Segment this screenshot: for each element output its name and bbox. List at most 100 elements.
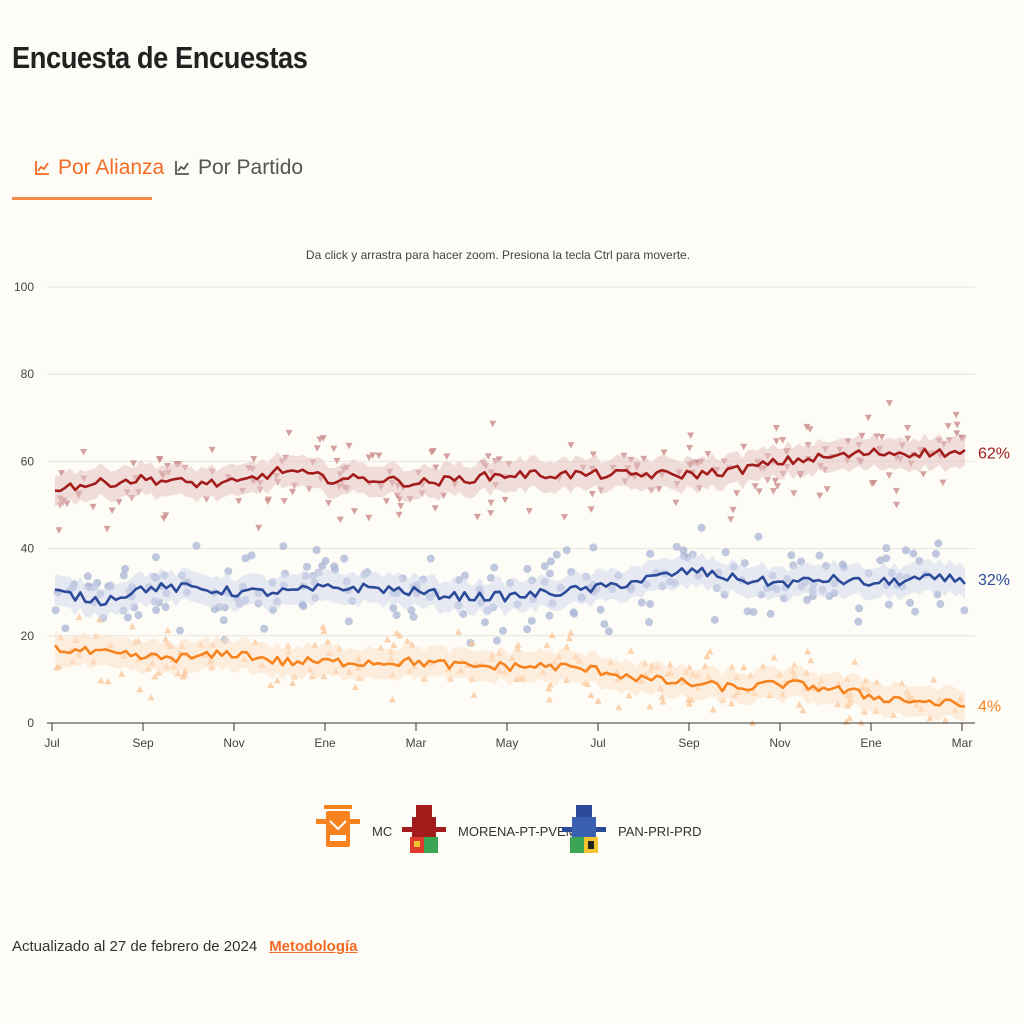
poll-point bbox=[501, 496, 509, 504]
poll-point bbox=[480, 618, 489, 627]
poll-point bbox=[128, 622, 136, 630]
poll-point bbox=[882, 544, 891, 553]
poll-point bbox=[804, 648, 812, 655]
poll-point bbox=[931, 549, 940, 558]
poll-point bbox=[154, 669, 162, 676]
x-tick-label: Jul bbox=[44, 736, 59, 750]
morena-pt-pvem-logo bbox=[402, 805, 446, 853]
poll-point bbox=[250, 455, 258, 463]
poll-point bbox=[721, 548, 730, 557]
poll-point bbox=[790, 490, 798, 497]
poll-point bbox=[546, 569, 555, 578]
poll-point bbox=[646, 549, 655, 558]
tab-por-partido[interactable]: Por Partido bbox=[174, 138, 303, 198]
pan-pri-prd-logo bbox=[562, 805, 606, 853]
poll-point bbox=[799, 706, 807, 714]
poll-point bbox=[751, 483, 759, 490]
view-tabs: Por Alianza Por Partido bbox=[12, 138, 352, 202]
poll-point bbox=[320, 672, 328, 680]
poll-point bbox=[589, 543, 598, 552]
poll-chart[interactable]: 62% 32% 4% 0 20 40 60 80 100 Jul Sep Nov Ene Mar May J… bbox=[0, 270, 1024, 790]
tab-por-alianza[interactable]: Por Alianza bbox=[34, 138, 164, 198]
poll-point bbox=[390, 641, 398, 648]
poll-point bbox=[645, 618, 654, 627]
poll-point bbox=[51, 606, 60, 615]
poll-point bbox=[316, 436, 324, 444]
poll-point bbox=[563, 676, 571, 684]
trend-lines: 62% 32% 4% bbox=[53, 446, 1010, 716]
poll-point bbox=[729, 506, 737, 514]
poll-point bbox=[279, 542, 288, 551]
trend-line bbox=[53, 644, 966, 708]
legend-label: MC bbox=[372, 823, 393, 839]
poll-point bbox=[803, 423, 811, 431]
poll-point bbox=[397, 503, 405, 510]
poll-point bbox=[893, 501, 901, 509]
poll-point bbox=[906, 598, 915, 607]
poll-point bbox=[795, 701, 803, 708]
legend-item-pan-pri-prd[interactable]: PAN-PRI-PRD bbox=[562, 805, 702, 857]
poll-point bbox=[345, 442, 353, 450]
poll-point bbox=[443, 453, 451, 460]
poll-point bbox=[686, 445, 694, 452]
legend-label: MORENA-PT-PVEM bbox=[458, 823, 577, 839]
poll-point bbox=[944, 423, 952, 430]
poll-point bbox=[604, 627, 613, 636]
legend-item-morena-pt-pvem[interactable]: MORENA-PT-PVEM bbox=[402, 805, 576, 857]
poll-point bbox=[53, 664, 61, 671]
poll-point bbox=[710, 615, 719, 624]
poll-point bbox=[627, 647, 635, 654]
poll-point bbox=[181, 670, 189, 678]
poll-point bbox=[161, 603, 170, 612]
tab-label: Por Alianza bbox=[58, 156, 165, 179]
poll-point bbox=[701, 662, 709, 669]
poll-point bbox=[704, 451, 712, 458]
poll-point bbox=[815, 551, 824, 560]
poll-point bbox=[164, 626, 172, 634]
legend-item-mc[interactable]: MC bbox=[316, 805, 392, 857]
poll-point bbox=[333, 457, 341, 465]
poll-point bbox=[892, 487, 900, 495]
poll-point bbox=[806, 426, 814, 433]
x-tick-label: Jul bbox=[590, 736, 605, 750]
poll-point bbox=[384, 635, 392, 643]
poll-point bbox=[388, 696, 396, 703]
poll-point bbox=[600, 620, 609, 629]
poll-point bbox=[151, 672, 159, 680]
poll-point bbox=[546, 680, 554, 688]
poll-point bbox=[749, 607, 758, 616]
poll-point bbox=[565, 634, 573, 642]
poll-point bbox=[324, 638, 332, 645]
poll-point bbox=[487, 510, 495, 517]
poll-point bbox=[743, 607, 752, 616]
confidence-band bbox=[55, 433, 965, 507]
poll-point bbox=[119, 571, 128, 580]
poll-point bbox=[587, 691, 595, 699]
series-end-label: 62% bbox=[978, 446, 1010, 463]
poll-point bbox=[255, 524, 263, 532]
poll-point bbox=[846, 714, 854, 721]
mc-logo bbox=[316, 805, 360, 847]
y-tick-label: 100 bbox=[14, 280, 34, 294]
poll-point bbox=[934, 539, 943, 548]
x-tick-label: Ene bbox=[860, 736, 882, 750]
poll-point bbox=[176, 626, 185, 635]
poll-point bbox=[103, 525, 111, 533]
poll-point bbox=[83, 572, 92, 581]
poll-point bbox=[754, 532, 763, 541]
chart-hint: Da click y arrastra para hacer zoom. Pre… bbox=[305, 248, 691, 262]
chart-legend: MC MORENA-PT-PVEM PAN-PRI-PRD bbox=[0, 805, 1024, 875]
poll-point bbox=[395, 511, 403, 519]
poll-point bbox=[687, 432, 695, 439]
poll-point bbox=[740, 663, 748, 671]
poll-point bbox=[473, 513, 481, 521]
poll-point bbox=[543, 641, 551, 649]
poll-point bbox=[336, 516, 344, 524]
poll-point bbox=[484, 453, 492, 460]
poll-point bbox=[904, 425, 912, 432]
poll-point bbox=[587, 506, 595, 513]
poll-point bbox=[490, 563, 499, 572]
methodology-link[interactable]: Metodología bbox=[269, 938, 358, 955]
poll-point bbox=[728, 663, 736, 670]
x-tick-label: Sep bbox=[678, 736, 700, 750]
